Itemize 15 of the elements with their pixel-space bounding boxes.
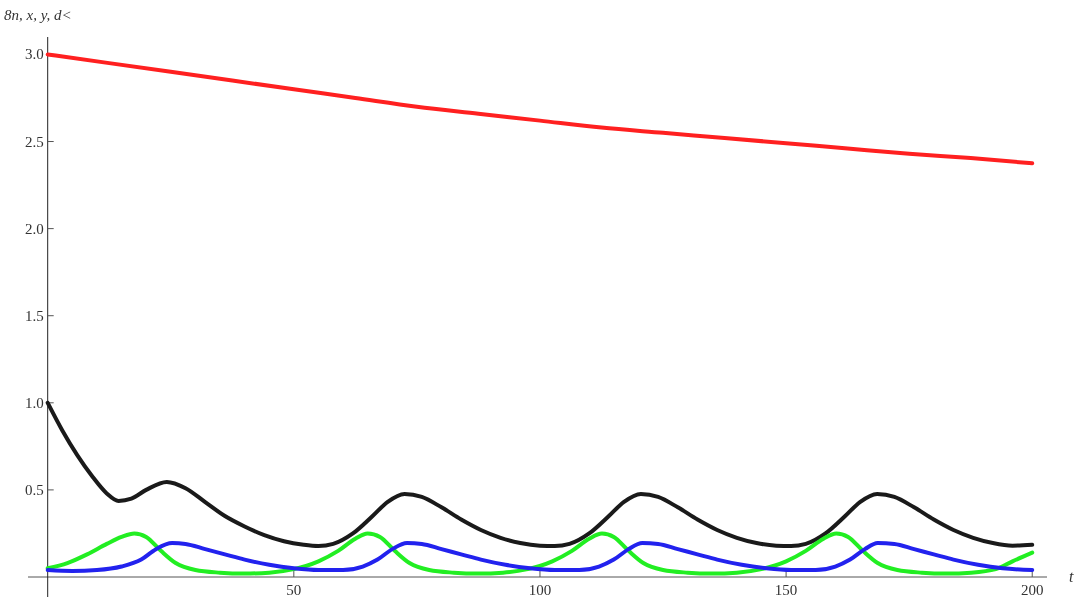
line-series (45, 541, 1035, 573)
x-tick-label: 100 (528, 582, 552, 598)
y-tick-label: 2.0 (24, 220, 44, 237)
line-series (45, 52, 1035, 166)
y-tick-label: 1.5 (24, 307, 44, 324)
y-tick-label: 0.5 (24, 481, 44, 498)
line-series (45, 531, 1035, 576)
y-tick-label: 1.0 (24, 394, 44, 411)
y-tick-label: 3.0 (24, 46, 44, 63)
x-tick-label: 150 (774, 582, 798, 598)
y-tick-label: 2.5 (24, 133, 44, 150)
y-axis-title: 8n, x, y, d< (4, 7, 72, 23)
x-tick-label: 50 (286, 582, 302, 598)
x-tick-label: 200 (1020, 582, 1044, 598)
x-axis-title: t (1069, 568, 1074, 585)
